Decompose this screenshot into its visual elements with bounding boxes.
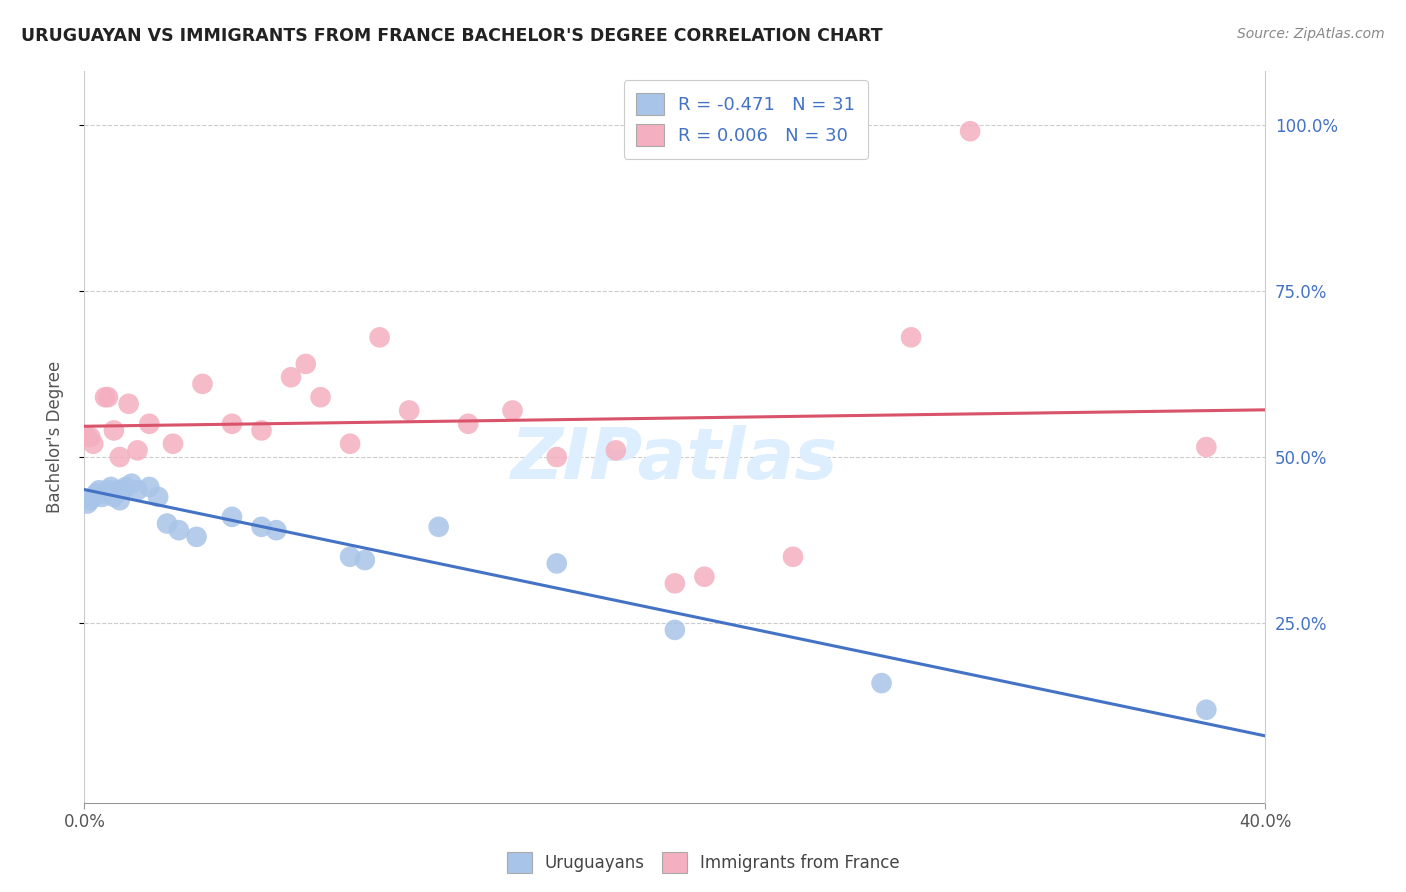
Point bbox=[546, 557, 568, 571]
Point bbox=[100, 480, 122, 494]
Point bbox=[108, 493, 131, 508]
Point bbox=[82, 490, 104, 504]
Point bbox=[94, 486, 117, 500]
Point bbox=[309, 390, 332, 404]
Text: URUGUAYAN VS IMMIGRANTS FROM FRANCE BACHELOR'S DEGREE CORRELATION CHART: URUGUAYAN VS IMMIGRANTS FROM FRANCE BACH… bbox=[21, 27, 883, 45]
Text: ZIPatlas: ZIPatlas bbox=[512, 425, 838, 493]
Point bbox=[162, 436, 184, 450]
Point bbox=[339, 436, 361, 450]
Point bbox=[427, 520, 450, 534]
Point bbox=[103, 490, 125, 504]
Point bbox=[501, 403, 523, 417]
Point bbox=[664, 576, 686, 591]
Point bbox=[250, 520, 273, 534]
Point bbox=[221, 509, 243, 524]
Point bbox=[94, 390, 117, 404]
Point bbox=[138, 480, 160, 494]
Point bbox=[250, 424, 273, 438]
Point bbox=[354, 553, 377, 567]
Point bbox=[127, 483, 149, 498]
Point bbox=[167, 523, 190, 537]
Point bbox=[900, 330, 922, 344]
Point bbox=[156, 516, 179, 531]
Point bbox=[295, 357, 318, 371]
Legend: Uruguayans, Immigrants from France: Uruguayans, Immigrants from France bbox=[501, 846, 905, 880]
Point bbox=[108, 450, 131, 464]
Point bbox=[76, 497, 98, 511]
Point bbox=[79, 493, 101, 508]
Point bbox=[693, 570, 716, 584]
Text: Source: ZipAtlas.com: Source: ZipAtlas.com bbox=[1237, 27, 1385, 41]
Point bbox=[368, 330, 391, 344]
Point bbox=[398, 403, 420, 417]
Point bbox=[264, 523, 288, 537]
Point bbox=[1195, 440, 1218, 454]
Point bbox=[959, 124, 981, 138]
Point bbox=[339, 549, 361, 564]
Point bbox=[186, 530, 208, 544]
Point bbox=[121, 476, 143, 491]
Point bbox=[76, 430, 98, 444]
Point bbox=[82, 436, 104, 450]
Point bbox=[221, 417, 243, 431]
Point bbox=[84, 486, 107, 500]
Point bbox=[148, 490, 170, 504]
Y-axis label: Bachelor's Degree: Bachelor's Degree bbox=[45, 361, 63, 513]
Point bbox=[127, 443, 149, 458]
Point bbox=[605, 443, 627, 458]
Point bbox=[97, 483, 120, 498]
Point bbox=[105, 483, 128, 498]
Point bbox=[103, 424, 125, 438]
Point bbox=[191, 376, 214, 391]
Point bbox=[664, 623, 686, 637]
Point bbox=[111, 483, 134, 498]
Point bbox=[457, 417, 479, 431]
Point bbox=[280, 370, 302, 384]
Point bbox=[1195, 703, 1218, 717]
Legend: R = -0.471   N = 31, R = 0.006   N = 30: R = -0.471 N = 31, R = 0.006 N = 30 bbox=[624, 80, 868, 159]
Point bbox=[138, 417, 160, 431]
Point bbox=[782, 549, 804, 564]
Point bbox=[89, 483, 111, 498]
Point bbox=[91, 490, 114, 504]
Point bbox=[546, 450, 568, 464]
Point bbox=[79, 430, 101, 444]
Point bbox=[97, 390, 120, 404]
Point bbox=[118, 397, 141, 411]
Point bbox=[114, 480, 136, 494]
Point bbox=[870, 676, 893, 690]
